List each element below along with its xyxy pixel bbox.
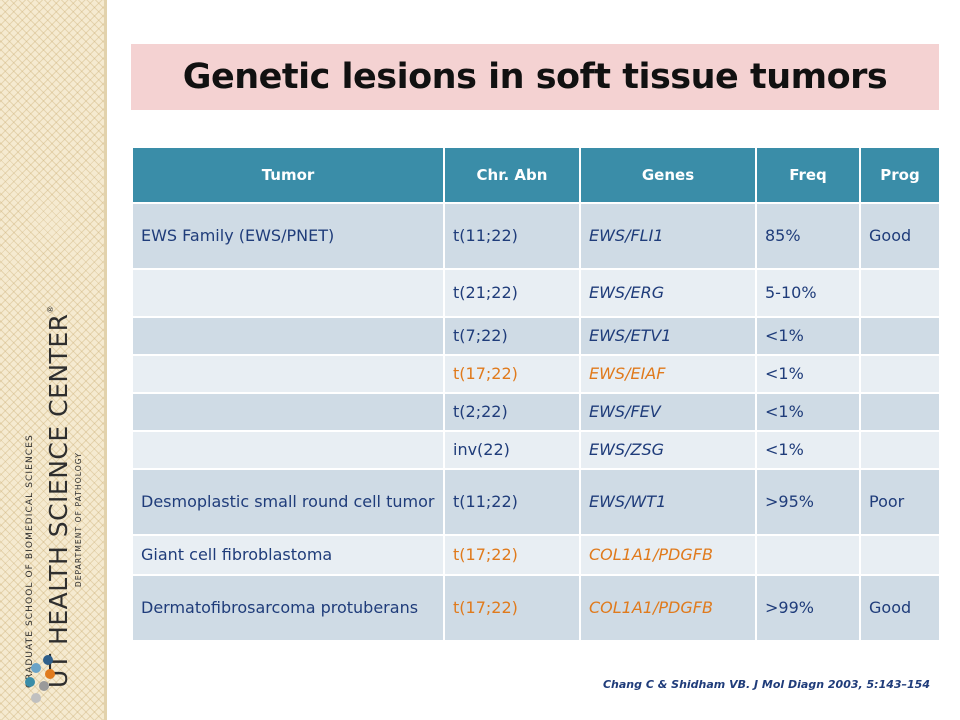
institution-logo: GRADUATE SCHOOL OF BIOMEDICAL SCIENCES U… <box>24 305 98 688</box>
table-row: t(2;22) EWS/FEV <1% <box>131 392 941 432</box>
logo-dot <box>39 681 49 691</box>
cell-genes: EWS/EIAF <box>579 354 757 394</box>
logo-center-name: UT HEALTH SCIENCE CENTER® <box>36 305 74 688</box>
logo-center-text: UT HEALTH SCIENCE CENTER <box>44 313 73 689</box>
cell-prog <box>859 392 941 432</box>
cell-freq: 5-10% <box>755 268 861 318</box>
cell-chr: t(11;22) <box>443 468 581 536</box>
table-row: t(7;22) EWS/ETV1 <1% <box>131 316 941 356</box>
table-row: EWS Family (EWS/PNET) t(11;22) EWS/FLI1 … <box>131 202 941 270</box>
cell-genes: COL1A1/PDGFB <box>579 534 757 576</box>
logo-dot <box>43 655 53 665</box>
cell-chr: inv(22) <box>443 430 581 470</box>
cell-chr: t(21;22) <box>443 268 581 318</box>
cell-prog <box>859 534 941 576</box>
cell-freq: <1% <box>755 316 861 356</box>
cell-genes: EWS/ETV1 <box>579 316 757 356</box>
cell-prog <box>859 430 941 470</box>
cell-freq: >95% <box>755 468 861 536</box>
cell-chr: t(17;22) <box>443 354 581 394</box>
cell-genes: EWS/FEV <box>579 392 757 432</box>
table-row: t(17;22) EWS/EIAF <1% <box>131 354 941 394</box>
cell-tumor: Desmoplastic small round cell tumor <box>131 468 445 536</box>
cell-tumor <box>131 392 445 432</box>
header-tumor: Tumor <box>131 146 445 204</box>
logo-dot <box>31 663 41 673</box>
cell-genes: COL1A1/PDGFB <box>579 574 757 642</box>
cell-freq: >99% <box>755 574 861 642</box>
logo-department-name: DEPARTMENT OF PATHOLOGY <box>74 452 83 588</box>
cell-freq: <1% <box>755 430 861 470</box>
cell-tumor <box>131 316 445 356</box>
cell-genes: EWS/ZSG <box>579 430 757 470</box>
registered-mark: ® <box>46 305 55 314</box>
citation: Chang C & Shidham VB. J Mol Diagn 2003, … <box>602 678 930 691</box>
table-row: Giant cell fibroblastoma t(17;22) COL1A1… <box>131 534 941 576</box>
cell-freq: 85% <box>755 202 861 270</box>
header-chr-abn: Chr. Abn <box>443 146 581 204</box>
cell-chr: t(17;22) <box>443 574 581 642</box>
logo-dots-icon <box>25 655 55 703</box>
cell-genes: EWS/ERG <box>579 268 757 318</box>
cell-chr: t(17;22) <box>443 534 581 576</box>
logo-dot <box>25 677 35 687</box>
genetic-lesions-table: Tumor Chr. Abn Genes Freq Prog EWS Famil… <box>131 146 941 642</box>
cell-freq: <1% <box>755 354 861 394</box>
cell-tumor: EWS Family (EWS/PNET) <box>131 202 445 270</box>
cell-tumor <box>131 268 445 318</box>
table-header-row: Tumor Chr. Abn Genes Freq Prog <box>131 146 941 204</box>
cell-chr: t(7;22) <box>443 316 581 356</box>
table-row: t(21;22) EWS/ERG 5-10% <box>131 268 941 318</box>
cell-prog <box>859 316 941 356</box>
cell-freq <box>755 534 861 576</box>
cell-prog <box>859 354 941 394</box>
cell-tumor: Dermatofibrosarcoma protuberans <box>131 574 445 642</box>
table-row: Dermatofibrosarcoma protuberans t(17;22)… <box>131 574 941 642</box>
cell-tumor <box>131 354 445 394</box>
cell-chr: t(2;22) <box>443 392 581 432</box>
cell-prog: Poor <box>859 468 941 536</box>
cell-freq: <1% <box>755 392 861 432</box>
title-banner: Genetic lesions in soft tissue tumors <box>131 44 939 110</box>
cell-chr: t(11;22) <box>443 202 581 270</box>
cell-genes: EWS/WT1 <box>579 468 757 536</box>
cell-prog: Good <box>859 202 941 270</box>
decorative-sidebar <box>0 0 104 720</box>
sidebar-edge <box>104 0 107 720</box>
cell-tumor: Giant cell fibroblastoma <box>131 534 445 576</box>
cell-prog: Good <box>859 574 941 642</box>
table-row: Desmoplastic small round cell tumor t(11… <box>131 468 941 536</box>
cell-tumor <box>131 430 445 470</box>
cell-genes: EWS/FLI1 <box>579 202 757 270</box>
logo-dot <box>45 669 55 679</box>
table-row: inv(22) EWS/ZSG <1% <box>131 430 941 470</box>
header-prog: Prog <box>859 146 941 204</box>
header-freq: Freq <box>755 146 861 204</box>
logo-dot <box>31 693 41 703</box>
header-genes: Genes <box>579 146 757 204</box>
slide-title: Genetic lesions in soft tissue tumors <box>182 57 888 97</box>
cell-prog <box>859 268 941 318</box>
logo-school-name: GRADUATE SCHOOL OF BIOMEDICAL SCIENCES <box>25 434 35 688</box>
